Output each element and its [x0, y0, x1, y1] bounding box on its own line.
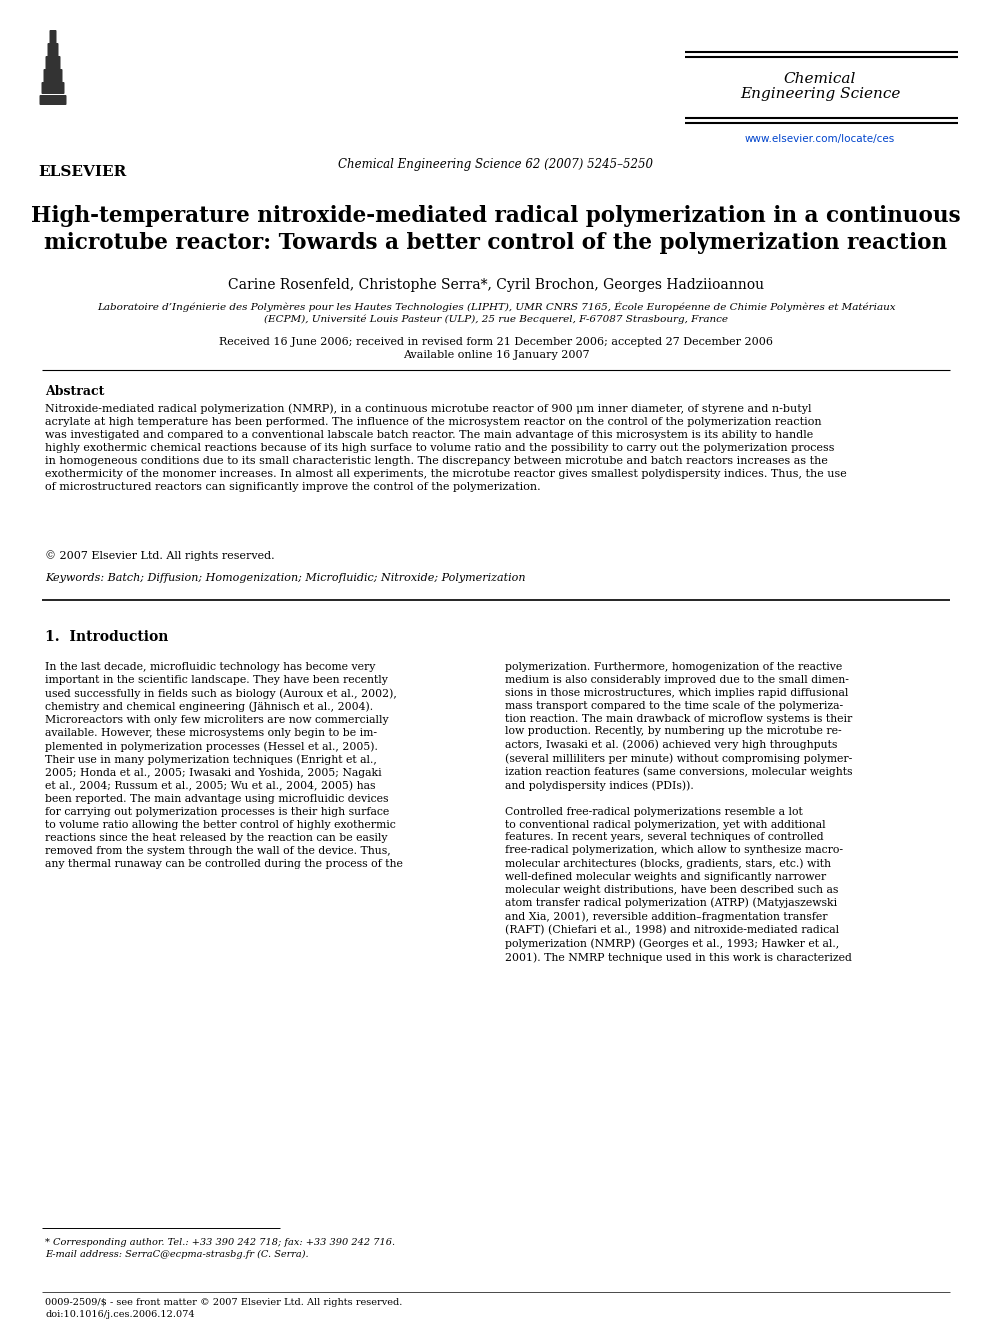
FancyBboxPatch shape [48, 44, 59, 61]
Text: www.elsevier.com/locate/ces: www.elsevier.com/locate/ces [745, 134, 895, 144]
Text: polymerization. Furthermore, homogenization of the reactive
medium is also consi: polymerization. Furthermore, homogenizat… [505, 662, 852, 963]
FancyBboxPatch shape [40, 95, 66, 105]
Text: ELSEVIER: ELSEVIER [38, 165, 126, 179]
Text: doi:10.1016/j.ces.2006.12.074: doi:10.1016/j.ces.2006.12.074 [45, 1310, 194, 1319]
Text: (ECPM), Université Louis Pasteur (ULP), 25 rue Becquerel, F-67087 Strasbourg, Fr: (ECPM), Université Louis Pasteur (ULP), … [264, 315, 728, 324]
Text: Carine Rosenfeld, Christophe Serra*, Cyril Brochon, Georges Hadziioannou: Carine Rosenfeld, Christophe Serra*, Cyr… [228, 278, 764, 292]
Text: Chemical Engineering Science 62 (2007) 5245–5250: Chemical Engineering Science 62 (2007) 5… [338, 157, 654, 171]
Text: High-temperature nitroxide-mediated radical polymerization in a continuous
micro: High-temperature nitroxide-mediated radi… [31, 205, 961, 254]
Text: E-mail address: SerraC@ecpma-strasbg.fr (C. Serra).: E-mail address: SerraC@ecpma-strasbg.fr … [45, 1250, 309, 1259]
FancyBboxPatch shape [44, 69, 62, 83]
Text: © 2007 Elsevier Ltd. All rights reserved.: © 2007 Elsevier Ltd. All rights reserved… [45, 550, 275, 561]
Text: Chemical: Chemical [784, 71, 856, 86]
Text: Abstract: Abstract [45, 385, 104, 398]
Text: 1.  Introduction: 1. Introduction [45, 630, 169, 644]
Text: * Corresponding author. Tel.: +33 390 242 718; fax: +33 390 242 716.: * Corresponding author. Tel.: +33 390 24… [45, 1238, 395, 1248]
Text: 0009-2509/$ - see front matter © 2007 Elsevier Ltd. All rights reserved.: 0009-2509/$ - see front matter © 2007 El… [45, 1298, 403, 1307]
Text: Engineering Science: Engineering Science [740, 87, 900, 101]
Text: Available online 16 January 2007: Available online 16 January 2007 [403, 351, 589, 360]
Text: Received 16 June 2006; received in revised form 21 December 2006; accepted 27 De: Received 16 June 2006; received in revis… [219, 337, 773, 347]
FancyBboxPatch shape [46, 56, 61, 71]
Text: Laboratoire d’Ingénierie des Polymères pour les Hautes Technologies (LIPHT), UMR: Laboratoire d’Ingénierie des Polymères p… [96, 302, 896, 312]
Text: Keywords: Batch; Diffusion; Homogenization; Microfluidic; Nitroxide; Polymerizat: Keywords: Batch; Diffusion; Homogenizati… [45, 573, 526, 583]
Text: In the last decade, microfluidic technology has become very
important in the sci: In the last decade, microfluidic technol… [45, 662, 403, 869]
FancyBboxPatch shape [50, 30, 57, 50]
Text: Nitroxide-mediated radical polymerization (NMRP), in a continuous microtube reac: Nitroxide-mediated radical polymerizatio… [45, 404, 847, 492]
FancyBboxPatch shape [42, 82, 64, 94]
